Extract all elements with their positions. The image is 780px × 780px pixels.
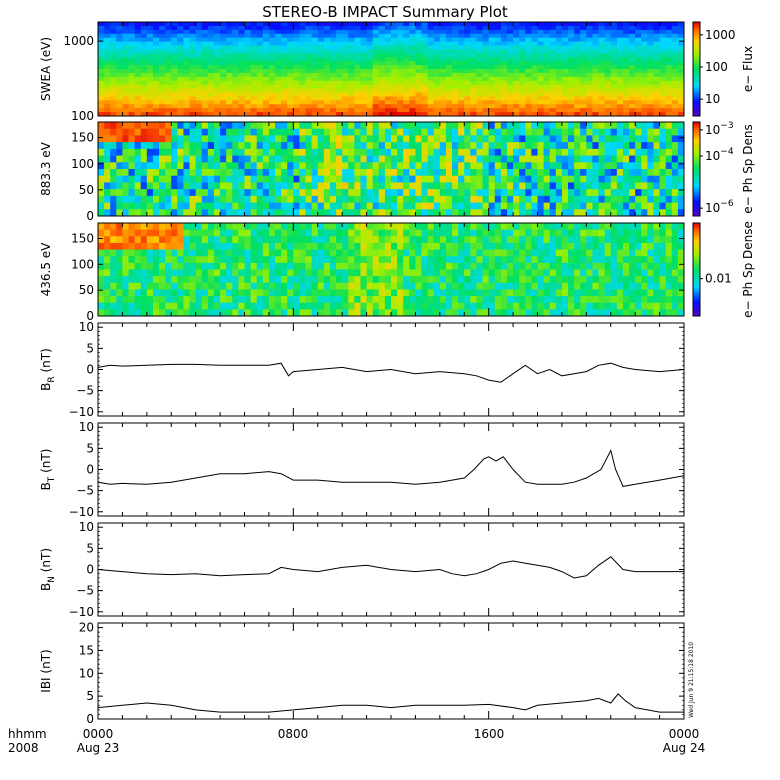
y-tick-label: −10 [69,505,94,519]
creation-timestamp: Wed Jun 9 21:15:18 2010 [688,642,695,718]
x-tick-date-0: Aug 23 [77,741,120,755]
colorbar-tick-label: 10 [705,92,720,106]
heatmap-pad883 [98,122,685,217]
panel-frame-bt [97,422,685,517]
y-tick-label: 10 [79,420,94,434]
panel-br: −10 −5 0 5 10 BR (nT) [39,320,685,419]
y-label-pad883: 883.3 eV [39,141,53,196]
colorbar-tick-label: 100 [705,60,728,74]
panel-bn: −10 −5 0 5 10 BN (nT) [39,520,685,619]
x-tick-label-0: 0000 [83,727,114,741]
x-tick-label-3: 0000 [669,727,700,741]
y-tick-label: −5 [76,484,94,498]
y-tick-label: 150 [71,131,94,145]
y-label-bmag: IBI (nT) [39,649,53,692]
colorbar-label-pad436: e− Ph Sp Dense [741,221,755,318]
y-tick-label: 100 [71,109,94,123]
colorbar-pad436 [692,222,701,317]
y-label-bt: BT (nT) [39,449,57,491]
colorbar-tick-label: 10−3 [705,121,734,137]
y-tick-label: 10 [79,666,94,680]
x-tick-date-3: Aug 24 [663,741,706,755]
series-line-bt [97,449,685,487]
colorbar-tick-label: 10−6 [705,199,734,215]
panel-bt: −10 −5 0 5 10 BT (nT) [39,420,685,519]
y-label-pad436: 436.5 eV [39,242,53,297]
y-tick-label: −10 [69,605,94,619]
y-label-br: BR (nT) [39,348,57,391]
panel-pad436: 0.01 e− Ph Sp Dense 0 50 100 150 436.5 eV [39,221,755,323]
colorbar-swea [692,21,701,117]
y-tick-label: −10 [69,405,94,419]
y-tick-label: 0 [86,563,94,577]
y-label-swea: SWEA (eV) [39,37,53,101]
y-tick-label: 5 [86,341,94,355]
panel-bmag: 0 5 10 15 20 IBI (nT) [39,621,685,726]
panel-swea: 10 100 1000 e− Flux 100 1000 SWEA (eV) [39,21,755,123]
y-tick-label: 10 [79,520,94,534]
y-tick-label: −5 [76,584,94,598]
colorbar-tick-label: 0.01 [705,272,732,286]
x-year-label: 2008 [8,741,39,755]
x-unit-label: hhmm [8,727,47,741]
colorbar-tick-label: 10−4 [705,147,734,163]
panel-frame-bmag [97,622,685,720]
y-label-bn: BN (nT) [39,548,57,591]
series-line-bmag [97,693,684,713]
heatmap-swea [98,22,685,117]
series-line-br [97,362,685,383]
y-tick-label: 50 [79,283,94,297]
heatmap-pad436 [98,223,685,317]
y-tick-label: 0 [86,209,94,223]
y-tick-label: 0 [86,363,94,377]
y-tick-label: 5 [86,541,94,555]
colorbar-label-pad883: e− Ph Sp Dens [741,124,755,213]
series-line-bn [97,556,684,579]
y-tick-label: 0 [86,463,94,477]
y-tick-label: 15 [79,643,94,657]
colorbar-pad883 [692,121,701,217]
colorbar-label-swea: e− Flux [741,46,755,92]
chart-title: STEREO-B IMPACT Summary Plot [262,3,508,21]
panel-pad883: 10−6 10−4 10−3 e− Ph Sp Dens 0 50 100 150 883.3 … [39,121,755,223]
y-tick-label: 5 [86,441,94,455]
y-tick-label: 10 [79,320,94,334]
y-tick-label: 0 [86,309,94,323]
x-axis: hhmm 2008 0000 Aug 23 0800 1600 0000 Aug… [8,727,705,755]
colorbar-tick-label: 1000 [705,28,736,42]
x-tick-label-2: 1600 [474,727,505,741]
y-tick-label: −5 [76,384,94,398]
y-tick-label: 100 [71,257,94,271]
y-tick-label: 0 [86,712,94,726]
y-tick-label: 20 [79,621,94,635]
x-tick-label-1: 0800 [278,727,309,741]
y-tick-label: 50 [79,183,94,197]
y-tick-label: 5 [86,689,94,703]
y-tick-label: 1000 [63,34,94,48]
y-tick-label: 150 [71,232,94,246]
y-tick-label: 100 [71,157,94,171]
